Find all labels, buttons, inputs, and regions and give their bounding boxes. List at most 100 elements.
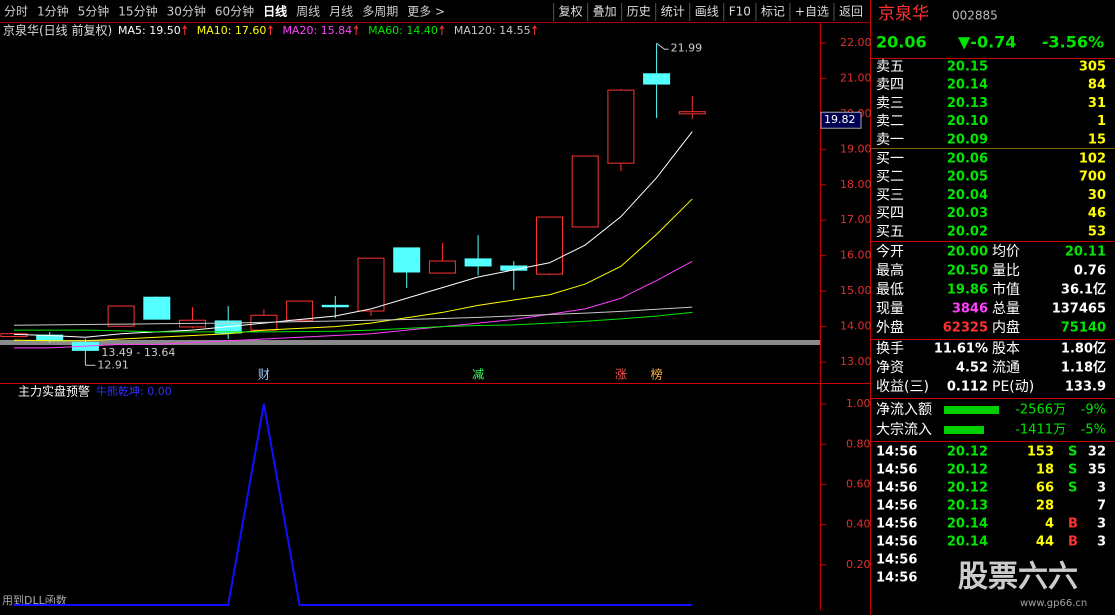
trade-cell: S: [1068, 463, 1077, 478]
stat-label: 市值: [992, 281, 1020, 298]
stat-value: 0.112: [947, 380, 988, 395]
event-label: 财: [258, 368, 270, 382]
period-tab[interactable]: 分时: [4, 5, 28, 19]
toolbar-button[interactable]: 画线: [695, 5, 719, 19]
candle-body: [321, 304, 349, 308]
candle-body: [393, 247, 421, 273]
book-price: 20.04: [947, 188, 988, 203]
period-tab[interactable]: 多周期: [362, 5, 398, 19]
toolbar-button[interactable]: 叠加: [593, 5, 617, 19]
book-label: 买五: [876, 224, 904, 240]
period-tab[interactable]: 日线: [263, 4, 287, 19]
trade-cell: 14:56: [876, 463, 917, 478]
stat-label: 均价: [992, 244, 1020, 260]
period-tab[interactable]: 15分钟: [118, 4, 157, 19]
ma-label: MA60: 14.40: [368, 24, 438, 37]
book-volume: 46: [1088, 206, 1106, 221]
toolbar-button[interactable]: 返回: [839, 5, 863, 19]
stat-label: 最低: [876, 282, 904, 298]
stat-value: 20.00: [947, 245, 988, 260]
ma-label: MA5: 19.50: [118, 24, 181, 37]
y-tick-label: 0.60: [846, 477, 871, 490]
book-volume: 305: [1079, 60, 1106, 75]
toolbar-button[interactable]: 历史: [627, 5, 651, 19]
stat-value: 20.50: [947, 264, 988, 279]
book-volume: 31: [1088, 96, 1106, 111]
period-tab[interactable]: 30分钟: [167, 4, 206, 19]
period-tab[interactable]: 周线: [296, 5, 320, 19]
high-pointer: [656, 42, 669, 50]
period-tab[interactable]: 月线: [329, 5, 353, 19]
stat-label: 量比: [992, 263, 1020, 279]
flow-amount: -2566万: [1015, 403, 1066, 418]
trade-cell: 3: [1097, 517, 1106, 532]
stat-label: 今开: [876, 244, 904, 260]
book-volume: 84: [1088, 78, 1106, 93]
stat-value: 19.86: [947, 283, 988, 298]
stat-label: 净资: [876, 360, 904, 376]
book-price: 20.09: [947, 132, 988, 147]
change-pct: -3.56%: [1042, 33, 1104, 52]
book-volume: 15: [1088, 132, 1106, 147]
period-tab[interactable]: 60分钟: [215, 4, 254, 19]
stat-label: 最高: [876, 262, 904, 279]
book-label: 买二: [876, 169, 904, 185]
book-label: 买四: [876, 206, 904, 222]
toolbar-button[interactable]: 复权: [559, 5, 583, 19]
cursor-price: 19.82: [824, 113, 856, 126]
candle-body: [107, 305, 135, 327]
ma-line: [13, 131, 693, 338]
toolbar-button[interactable]: 标记: [761, 5, 785, 19]
trade-cell: 14:56: [876, 499, 917, 514]
candle-body: [286, 300, 314, 321]
event-label: 减: [472, 368, 484, 382]
stat-label: 换手: [876, 340, 904, 357]
period-tab[interactable]: 更多 >: [407, 5, 445, 19]
event-label: 榜: [651, 367, 663, 382]
trade-cell: 153: [1027, 445, 1054, 460]
stat-value: 3846: [952, 302, 988, 317]
low-label: 12.91: [97, 358, 128, 371]
stat-value: 75140: [1061, 321, 1106, 336]
candle-body: [428, 260, 456, 274]
toolbar-button[interactable]: +自选: [795, 5, 829, 19]
toolbar-button[interactable]: F10: [729, 5, 751, 19]
trade-cell: 35: [1088, 463, 1106, 478]
toolbar-button[interactable]: 统计: [661, 5, 685, 19]
stat-value: 137465: [1052, 302, 1106, 317]
period-tab[interactable]: 5分钟: [78, 4, 110, 19]
stat-value: 1.80亿: [1061, 341, 1106, 357]
stat-label: 外盘: [876, 319, 904, 336]
trade-cell: B: [1068, 535, 1078, 550]
book-price: 20.05: [947, 170, 988, 185]
y-tick-label: 13.00: [840, 355, 872, 368]
stat-label: 现量: [876, 301, 904, 317]
flow-label: 大宗流入: [876, 422, 932, 438]
candle-body: [143, 296, 171, 320]
flow-amount: -1411万: [1015, 423, 1066, 438]
ma-line: [14, 260, 693, 349]
footer: 用到DLL函数: [2, 594, 67, 607]
ma-label: MA120: 14.55: [454, 24, 531, 37]
trade-cell: 20.14: [947, 517, 988, 532]
stat-label: 股本: [992, 341, 1020, 357]
flow-bar: [944, 426, 984, 434]
flow-label: 净流入额: [876, 402, 932, 418]
trade-cell: B: [1068, 517, 1078, 532]
trade-cell: 14:56: [876, 553, 917, 568]
stat-label: 流通: [992, 360, 1020, 376]
book-label: 卖四: [876, 77, 904, 93]
y-tick-label: 0.80: [846, 437, 871, 450]
change: ▼-0.74: [958, 33, 1016, 52]
period-tab[interactable]: 1分钟: [37, 4, 69, 19]
y-tick-label: 15.00: [840, 284, 872, 297]
stat-value: 62325: [943, 321, 988, 336]
candle-body: [464, 258, 492, 267]
candle-body: [357, 257, 385, 312]
book-price: 20.02: [947, 224, 988, 239]
indicator-line: [14, 403, 693, 606]
book-price: 20.14: [947, 78, 988, 93]
trade-cell: S: [1068, 445, 1077, 460]
